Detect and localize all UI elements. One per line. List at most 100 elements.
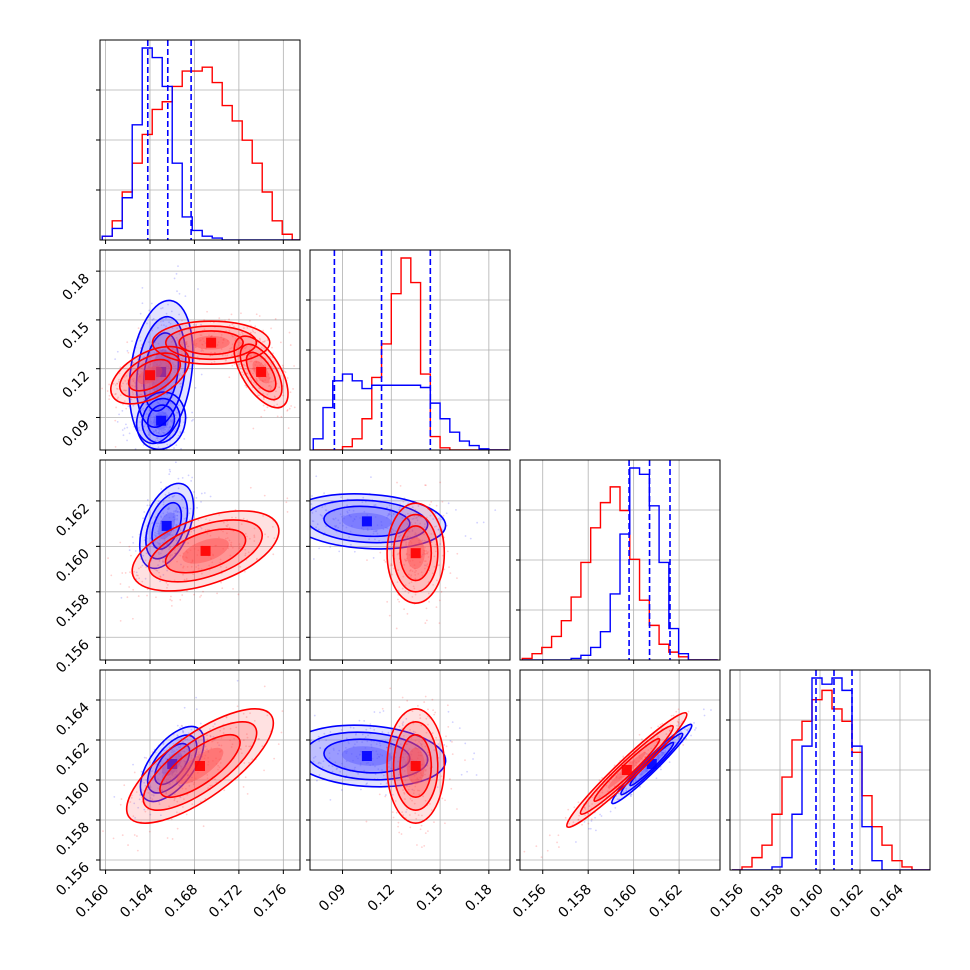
sample-point xyxy=(447,502,450,505)
sample-point xyxy=(175,780,178,783)
sample-point xyxy=(193,593,195,596)
sample-point xyxy=(127,351,130,354)
sample-point xyxy=(472,758,474,760)
sample-point xyxy=(410,753,413,756)
sample-point xyxy=(464,742,467,745)
sample-point xyxy=(151,329,154,332)
contour-series_b xyxy=(127,358,173,392)
sample-point xyxy=(128,549,131,552)
sample-point xyxy=(414,574,417,576)
sample-point xyxy=(321,766,324,769)
sample-point xyxy=(229,727,232,730)
sample-point xyxy=(192,418,194,421)
sample-point xyxy=(260,362,263,365)
contour-series_b xyxy=(151,320,271,365)
sample-point xyxy=(601,791,604,794)
sample-point xyxy=(190,754,193,757)
sample-point xyxy=(166,416,169,419)
sample-point xyxy=(226,525,229,528)
sample-point xyxy=(159,399,161,402)
sample-point xyxy=(588,805,591,807)
sample-point xyxy=(168,496,171,499)
sample-point xyxy=(345,752,348,755)
sample-point xyxy=(228,349,231,352)
sample-point xyxy=(123,427,126,430)
y-tick-label: 0.158 xyxy=(53,820,93,860)
sample-point xyxy=(363,769,366,772)
sample-point xyxy=(175,336,178,339)
sample-point xyxy=(567,808,570,811)
sample-point xyxy=(669,744,672,747)
sample-point xyxy=(253,534,256,537)
sample-point xyxy=(456,577,458,580)
sample-point xyxy=(255,378,258,380)
sample-point xyxy=(174,514,177,517)
sample-point xyxy=(318,774,321,776)
sample-point xyxy=(185,475,187,477)
sample-point xyxy=(333,749,335,751)
sample-point xyxy=(236,679,239,682)
sample-point xyxy=(226,537,229,539)
sample-point xyxy=(200,492,203,495)
sample-point xyxy=(124,379,127,382)
sample-point xyxy=(251,758,254,761)
sample-point xyxy=(181,740,184,743)
sample-point xyxy=(428,503,431,506)
sample-point xyxy=(310,739,313,742)
sample-point xyxy=(668,729,671,732)
sample-point xyxy=(246,326,249,329)
sample-point xyxy=(376,757,379,760)
sample-point xyxy=(178,292,181,295)
sample-point xyxy=(382,528,385,531)
sample-point xyxy=(619,776,621,779)
sample-point xyxy=(434,512,437,515)
sample-point xyxy=(417,572,420,575)
sample-point xyxy=(406,699,409,702)
sample-point xyxy=(256,365,259,368)
sample-point xyxy=(137,327,140,330)
sample-point xyxy=(677,723,680,726)
sample-point xyxy=(395,811,398,814)
sample-point xyxy=(359,753,361,756)
sample-point xyxy=(428,600,430,603)
sample-point xyxy=(140,770,143,773)
sample-point xyxy=(179,764,182,767)
sample-point xyxy=(397,765,400,768)
sample-point xyxy=(176,734,179,737)
sample-point xyxy=(355,515,358,518)
sample-point xyxy=(184,507,187,510)
sample-point xyxy=(577,818,580,821)
sample-point xyxy=(175,411,178,414)
sample-point xyxy=(631,762,634,764)
sample-point xyxy=(161,775,164,778)
sample-point xyxy=(421,814,423,817)
sample-point xyxy=(220,749,223,752)
sample-point xyxy=(168,507,171,510)
sample-point xyxy=(217,768,219,771)
sample-point xyxy=(412,722,415,725)
sample-point xyxy=(231,323,234,326)
sample-point xyxy=(197,564,200,567)
sample-point xyxy=(404,762,407,765)
sample-point xyxy=(178,534,181,537)
sample-point xyxy=(131,378,134,381)
sample-point xyxy=(269,381,271,383)
sample-point xyxy=(241,371,244,374)
sample-point xyxy=(668,729,671,732)
sample-point xyxy=(411,788,414,791)
sample-point xyxy=(345,737,348,740)
sample-point xyxy=(413,774,416,777)
sample-point xyxy=(169,776,171,779)
sample-point xyxy=(195,323,198,326)
sample-point xyxy=(176,510,179,513)
sample-point xyxy=(144,810,147,813)
sample-point xyxy=(160,481,162,484)
sample-point xyxy=(259,339,262,341)
sample-point xyxy=(179,744,182,747)
sample-point xyxy=(439,481,442,484)
sample-point xyxy=(426,552,429,555)
sample-point xyxy=(296,540,298,542)
sample-point xyxy=(306,753,308,755)
sample-point xyxy=(366,514,369,516)
sample-point xyxy=(230,354,233,357)
